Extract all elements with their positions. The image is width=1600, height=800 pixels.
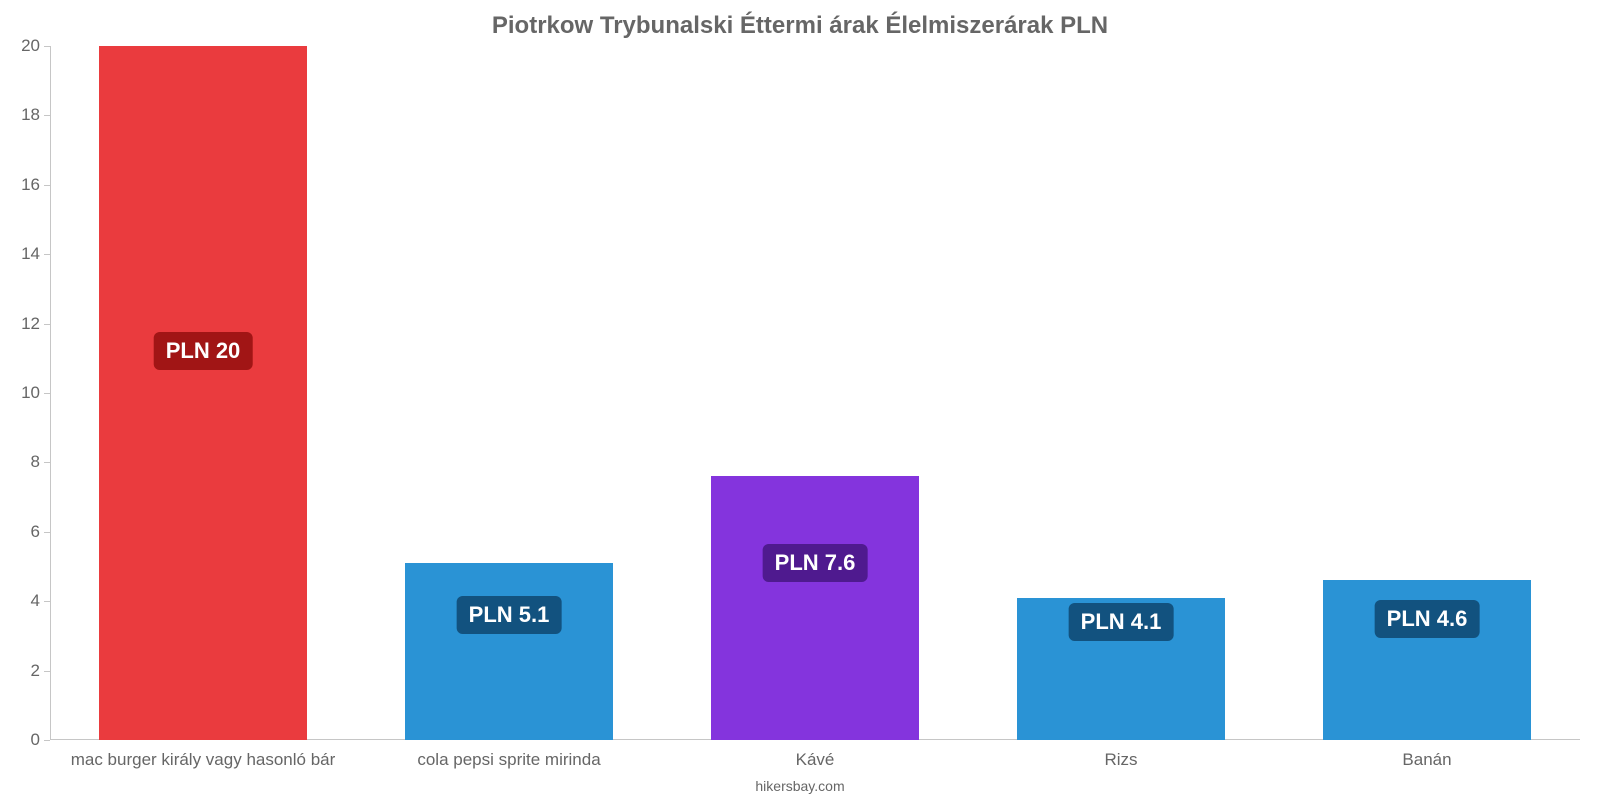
x-tick-label: Rizs [1104,750,1137,770]
y-tick-mark [44,601,50,602]
bar [711,476,919,740]
y-tick-mark [44,393,50,394]
y-tick-label: 0 [31,730,40,750]
y-tick-label: 16 [21,175,40,195]
plot-area: 02468101214161820mac burger király vagy … [50,46,1580,740]
y-tick-label: 12 [21,314,40,334]
chart-container: Piotrkow Trybunalski Éttermi árak Élelmi… [0,0,1600,800]
y-tick-label: 10 [21,383,40,403]
y-tick-mark [44,115,50,116]
value-badge: PLN 7.6 [763,544,868,582]
y-tick-mark [44,254,50,255]
bar [405,563,613,740]
y-tick-mark [44,324,50,325]
y-tick-mark [44,185,50,186]
value-badge: PLN 20 [154,332,253,370]
y-tick-label: 8 [31,452,40,472]
y-tick-label: 14 [21,244,40,264]
x-tick-label: Banán [1402,750,1451,770]
value-badge: PLN 4.1 [1069,603,1174,641]
value-badge: PLN 5.1 [457,596,562,634]
y-tick-label: 2 [31,661,40,681]
y-tick-mark [44,740,50,741]
x-tick-label: cola pepsi sprite mirinda [417,750,600,770]
chart-title: Piotrkow Trybunalski Éttermi árak Élelmi… [0,12,1600,40]
y-tick-mark [44,671,50,672]
y-tick-mark [44,532,50,533]
x-tick-label: Kávé [796,750,835,770]
y-axis-line [50,46,51,740]
y-tick-label: 4 [31,591,40,611]
bar [99,46,307,740]
chart-credit: hikersbay.com [0,778,1600,794]
y-tick-mark [44,462,50,463]
x-tick-label: mac burger király vagy hasonló bár [71,750,336,770]
y-tick-label: 18 [21,105,40,125]
y-tick-label: 20 [21,36,40,56]
value-badge: PLN 4.6 [1375,600,1480,638]
y-tick-label: 6 [31,522,40,542]
y-tick-mark [44,46,50,47]
